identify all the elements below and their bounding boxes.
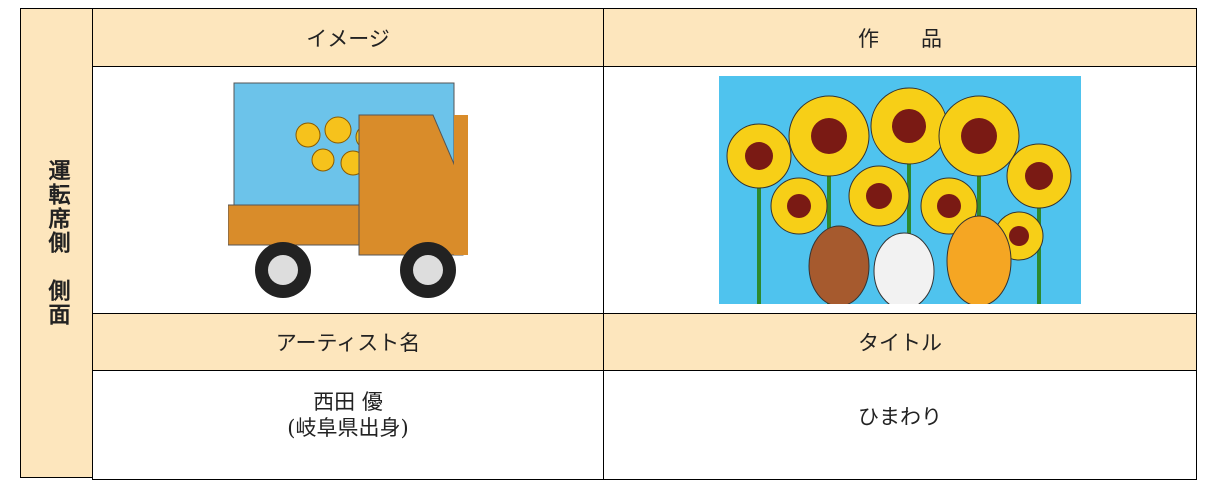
image-cell	[92, 66, 604, 314]
artist-name: 西田 優	[313, 390, 383, 414]
side-label: 運転席側 側面	[20, 8, 93, 478]
title-cell: ひまわり	[603, 370, 1197, 480]
header-cell: イメージ	[92, 8, 604, 67]
subheader-cell: タイトル	[603, 313, 1197, 371]
artist-origin: (岐阜県出身)	[287, 416, 409, 440]
truck-illustration	[228, 82, 468, 298]
artwork-illustration	[719, 76, 1081, 304]
header-cell: 作 品	[603, 8, 1197, 67]
page: 運転席側 側面 イメージ 作 品 アーティスト名 タイトル 西田 優 (岐阜県出…	[20, 8, 1197, 480]
artist-cell: 西田 優 (岐阜県出身)	[92, 370, 604, 480]
subheader-cell: アーティスト名	[92, 313, 604, 371]
artwork-cell	[603, 66, 1197, 314]
